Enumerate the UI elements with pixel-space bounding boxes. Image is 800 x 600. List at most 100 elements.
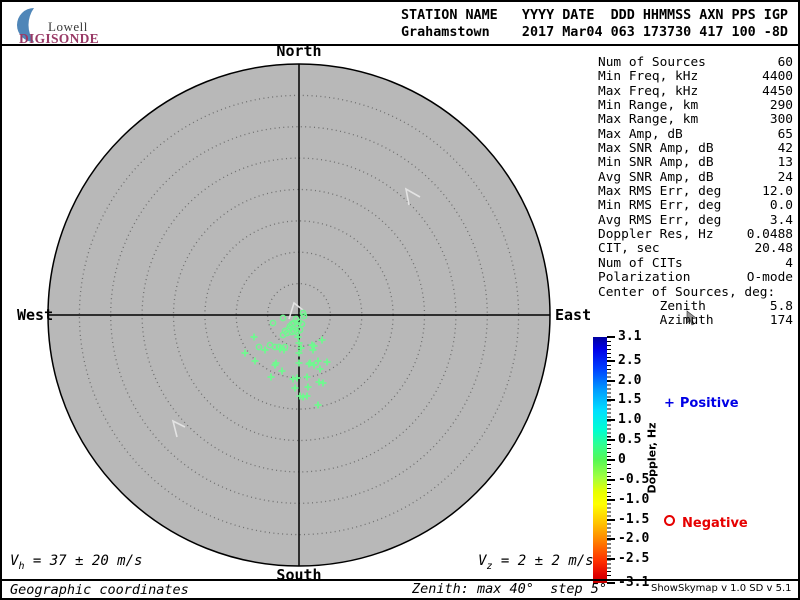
source-point-positive (310, 361, 318, 369)
source-point-negative (286, 322, 294, 330)
vh-subscript: h (18, 560, 25, 572)
vz-symbol: V (478, 553, 487, 569)
stat-label: Max Amp, dB (598, 126, 683, 142)
colorbar-title: Doppler, Hz (645, 422, 659, 494)
stat-row: Max SNR Amp, dB 42 (598, 141, 793, 157)
stat-value: 42 (777, 141, 793, 157)
colorbar-major-tick (607, 582, 615, 584)
colorbar-major-tick (607, 498, 615, 501)
chevron-marker (171, 419, 186, 438)
source-point-positive (293, 374, 301, 382)
south-label: South (276, 566, 322, 584)
stat-label: Max Range, km (598, 112, 699, 128)
source-point-positive (297, 344, 305, 352)
colorbar-major-tick (607, 459, 615, 461)
source-point-positive (267, 373, 275, 381)
stat-label: Max RMS Err, deg (598, 184, 722, 200)
source-point-negative (279, 314, 287, 322)
source-point-positive (291, 384, 299, 392)
stat-label: Min RMS Err, deg (598, 198, 722, 214)
colorbar-tick-label: -2.0 (618, 531, 650, 547)
stat-value: 4 (785, 255, 793, 271)
negative-marker-icon (664, 515, 675, 526)
stat-label: Azimuth (598, 313, 714, 329)
colorbar-tick-label: 3.1 (618, 329, 642, 344)
source-point-positive (310, 342, 318, 350)
doppler-colorbar (593, 337, 607, 583)
colorbar-ticks: 3.1 2.5 2.0 1.5 1.0 0.5 0 -0.5 -1.0 -1.5 -2.0 -2.5 -… (607, 329, 667, 590)
west-label: West (17, 306, 54, 324)
stat-row: Center of Sources, deg: (598, 284, 793, 300)
chevron-marker (404, 187, 421, 206)
stat-label: CIT, sec (598, 241, 660, 257)
source-point-positive (271, 361, 279, 369)
colorbar-major-tick (607, 478, 615, 481)
colorbar-tick-label: -2.5 (618, 551, 650, 567)
stat-value: 4450 (762, 83, 793, 99)
source-point-positive (299, 393, 307, 401)
colorbar-tick-label: 2.0 (618, 372, 642, 388)
stats-panel: Num of Sources 60 Min Freq, kHz 4400 Max Fre… (598, 55, 793, 329)
horizontal-velocity-readout: Vh = 37 ± 20 m/s (10, 553, 142, 572)
stat-label: Avg RMS Err, deg (598, 212, 722, 228)
stat-row: Min Range, km 290 (598, 98, 793, 114)
source-point-positive (306, 359, 314, 367)
source-point-negative (296, 326, 304, 334)
legend-negative-label: Negative (682, 516, 748, 531)
source-point-negative (285, 325, 293, 333)
stat-value: 0.0 (769, 198, 793, 214)
source-point-positive (303, 392, 311, 400)
source-point-positive (251, 357, 259, 365)
stat-row: Max Amp, dB 65 (598, 126, 793, 142)
source-points-layer (241, 309, 331, 409)
source-point-negative (300, 312, 308, 320)
vertical-velocity-readout: Vz = 2 ± 2 m/s (478, 553, 594, 572)
crescent-icon (16, 7, 34, 42)
vh-symbol: V (10, 553, 19, 569)
footer-divider (0, 579, 800, 581)
header-columns-line: STATION NAME YYYY DATE DDD HHMMSS AXN PP… (401, 8, 788, 23)
source-point-positive (241, 349, 249, 357)
stat-value: 24 (777, 169, 793, 185)
source-point-negative (269, 319, 277, 327)
logo-text-lowell: Lowell (48, 19, 88, 34)
stat-label: Max Freq, kHz (598, 83, 699, 99)
stat-row: Polarization O-mode (598, 270, 793, 286)
colorbar-tick-label: -3.1 (618, 575, 650, 590)
colorbar-major-tick (607, 359, 615, 362)
source-point-positive (261, 346, 269, 354)
source-point-negative (279, 331, 287, 339)
stat-value: 12.0 (762, 184, 793, 200)
stat-label: Max SNR Amp, dB (598, 141, 714, 157)
source-point-positive (323, 358, 331, 366)
stat-row: Zenith 5.8 (598, 298, 793, 314)
source-point-positive (295, 339, 303, 347)
stat-row: Max Range, km 300 (598, 112, 793, 128)
source-point-positive (314, 401, 322, 409)
legend-positive-label: Positive (679, 396, 739, 411)
vh-value: = 37 ± 20 m/s (24, 553, 143, 569)
source-point-positive (309, 346, 317, 354)
stat-row: Num of CITs 4 (598, 255, 793, 271)
stat-row: Avg SNR Amp, dB 24 (598, 169, 793, 185)
source-point-negative (298, 320, 306, 328)
stat-value: 290 (769, 98, 793, 114)
stat-label: Min SNR Amp, dB (598, 155, 714, 171)
stat-value: 300 (769, 112, 793, 128)
stat-value: O-mode (746, 270, 793, 286)
colorbar-major-tick (607, 439, 615, 442)
source-point-negative (271, 343, 279, 351)
stat-label: Center of Sources, deg: (598, 284, 776, 300)
source-point-positive (278, 367, 286, 375)
source-point-positive (289, 375, 297, 383)
stat-label: Doppler Res, Hz (598, 227, 714, 243)
stat-label: Zenith (598, 298, 706, 314)
legend-negative: Negative (664, 515, 748, 531)
source-point-positive (295, 359, 303, 367)
colorbar-tick-label: -0.5 (618, 471, 650, 487)
source-point-positive (304, 383, 312, 391)
stat-row: Azimuth 174 (598, 313, 793, 329)
lowell-digisonde-logo: Lowell DIGISONDE (10, 3, 130, 46)
vz-subscript: z (486, 560, 493, 572)
stat-row: Min Freq, kHz 4400 (598, 69, 793, 84)
